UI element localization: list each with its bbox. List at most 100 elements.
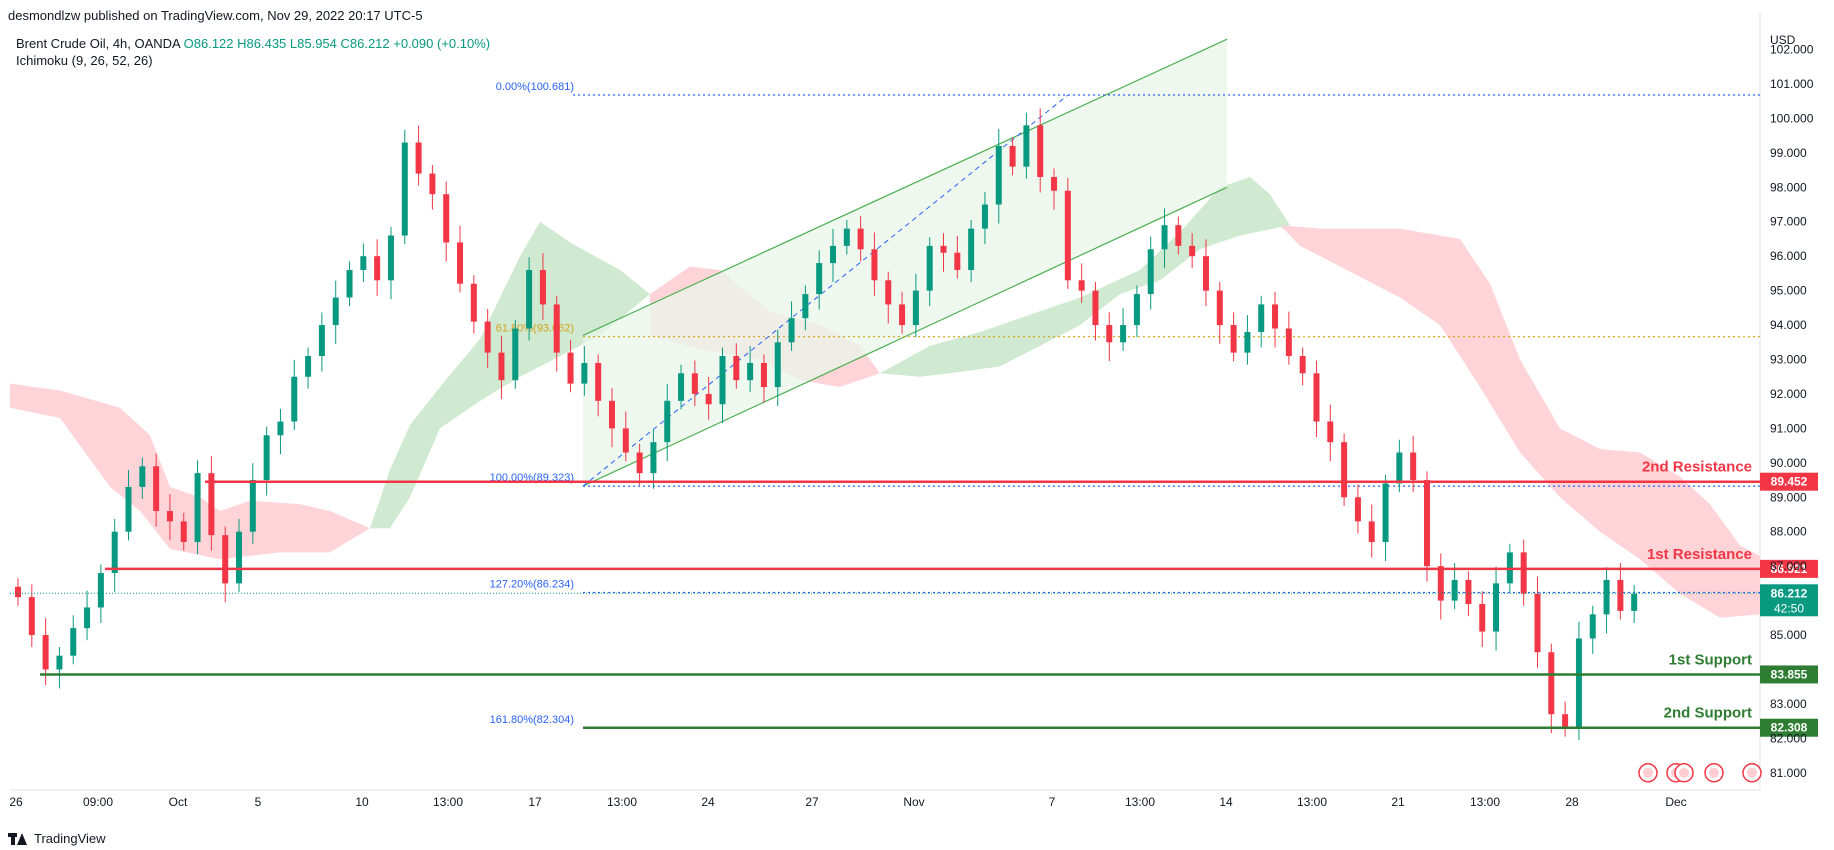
candle-body bbox=[346, 269, 353, 298]
candle-body bbox=[1562, 714, 1569, 729]
candle-body bbox=[816, 263, 823, 295]
candle-body bbox=[374, 256, 381, 281]
candle-body bbox=[1092, 290, 1099, 326]
candle-body bbox=[1037, 125, 1044, 177]
candle-body bbox=[1078, 280, 1085, 291]
candle-body bbox=[1479, 604, 1486, 632]
time-tick: 7 bbox=[1049, 795, 1056, 809]
current-price-badge bbox=[1760, 584, 1818, 617]
price-tick: 87.000 bbox=[1770, 559, 1807, 573]
time-tick: 13:00 bbox=[1125, 795, 1155, 809]
candle-body bbox=[1451, 579, 1458, 601]
candle-body bbox=[1258, 304, 1265, 332]
fib-level-label: 0.00%(100.681) bbox=[496, 81, 574, 93]
candle-body bbox=[885, 280, 892, 305]
ichimoku-cloud-red bbox=[10, 383, 370, 560]
time-tick: 27 bbox=[805, 795, 819, 809]
price-tick: 102.000 bbox=[1770, 43, 1814, 57]
price-tick: 94.000 bbox=[1770, 318, 1807, 332]
time-tick: 14 bbox=[1219, 795, 1233, 809]
level-label: 1st Support bbox=[1669, 651, 1752, 668]
candle-body bbox=[1603, 579, 1610, 615]
candle-body bbox=[1341, 442, 1348, 498]
candle-body bbox=[1051, 176, 1058, 191]
time-tick: 13:00 bbox=[1470, 795, 1500, 809]
candle-body bbox=[415, 142, 422, 174]
candle-body bbox=[1285, 328, 1292, 357]
candle-body bbox=[1327, 421, 1334, 443]
level-label: 1st Resistance bbox=[1647, 546, 1752, 563]
candle-body bbox=[843, 228, 850, 246]
candle-body bbox=[691, 373, 698, 394]
candle-body bbox=[166, 511, 173, 522]
candle-body bbox=[1396, 452, 1403, 484]
indicator-label[interactable]: Ichimoku (9, 26, 52, 26) bbox=[16, 53, 153, 68]
candle-body bbox=[553, 304, 560, 353]
level-label: 2nd Support bbox=[1664, 705, 1752, 722]
candle-body bbox=[208, 473, 215, 536]
us-flag-icon bbox=[1747, 767, 1757, 778]
time-tick: 28 bbox=[1565, 795, 1579, 809]
candle-body bbox=[1534, 593, 1541, 653]
candle-body bbox=[484, 321, 491, 353]
candle-body bbox=[277, 421, 284, 436]
candle-body bbox=[1423, 480, 1430, 567]
price-tick: 90.000 bbox=[1770, 456, 1807, 470]
time-tick: 24 bbox=[701, 795, 715, 809]
candle-body bbox=[940, 245, 947, 253]
time-tick: 21 bbox=[1391, 795, 1405, 809]
candle-body bbox=[429, 173, 436, 195]
time-tick: Nov bbox=[903, 795, 924, 809]
candle-body bbox=[401, 142, 408, 236]
candle-body bbox=[263, 435, 270, 481]
candle-body bbox=[1202, 256, 1209, 291]
candle-body bbox=[664, 400, 671, 443]
candle-body bbox=[830, 245, 836, 264]
fib-level-label: 61.80%(93.662) bbox=[496, 323, 574, 335]
symbol-label[interactable]: Brent Crude Oil, 4h, OANDA bbox=[16, 36, 181, 51]
price-tick: 97.000 bbox=[1770, 215, 1807, 229]
price-tick: 85.000 bbox=[1770, 628, 1807, 642]
candle-body bbox=[788, 318, 795, 343]
level-badge bbox=[1760, 718, 1818, 737]
candle-body bbox=[1244, 331, 1251, 353]
candle-body bbox=[1189, 245, 1196, 257]
candle-body bbox=[1313, 373, 1320, 422]
tradingview-logo-icon bbox=[8, 832, 28, 845]
time-tick: 17 bbox=[528, 795, 542, 809]
price-tick: 89.000 bbox=[1770, 490, 1807, 504]
time-tick: Dec bbox=[1665, 795, 1686, 809]
ohlc-values: O86.122 H86.435 L85.954 C86.212 +0.090 (… bbox=[183, 36, 491, 51]
time-tick: Oct bbox=[169, 795, 188, 809]
candle-body bbox=[595, 362, 602, 401]
candle-body bbox=[1493, 583, 1500, 632]
candle-body bbox=[332, 297, 339, 326]
level-badge bbox=[1760, 559, 1818, 578]
candle-body bbox=[1299, 356, 1306, 374]
price-tick: 95.000 bbox=[1770, 284, 1807, 298]
candle-body bbox=[719, 356, 726, 405]
candle-body bbox=[1465, 579, 1472, 605]
candle-body bbox=[1520, 552, 1527, 594]
level-badge bbox=[1760, 472, 1818, 491]
countdown-text: 42:50 bbox=[1774, 601, 1804, 615]
candle-body bbox=[1120, 325, 1127, 343]
time-tick: 13:00 bbox=[433, 795, 463, 809]
us-flag-icon bbox=[1643, 767, 1653, 778]
candle-body bbox=[608, 400, 615, 429]
currency-label: USD bbox=[1770, 33, 1796, 47]
tradingview-footer[interactable]: TradingView bbox=[8, 831, 106, 846]
price-tick: 92.000 bbox=[1770, 387, 1807, 401]
ichimoku-cloud-green bbox=[880, 176, 1290, 377]
candle-body bbox=[291, 376, 298, 422]
candle-body bbox=[1548, 652, 1555, 715]
candle-body bbox=[857, 228, 864, 250]
candle-body bbox=[968, 228, 975, 270]
candle-body bbox=[1631, 593, 1638, 611]
candle-body bbox=[954, 252, 961, 270]
candle-body bbox=[1216, 290, 1223, 326]
price-tick: 82.000 bbox=[1770, 731, 1807, 745]
candle-body bbox=[678, 373, 685, 401]
time-tick: 10 bbox=[355, 795, 369, 809]
